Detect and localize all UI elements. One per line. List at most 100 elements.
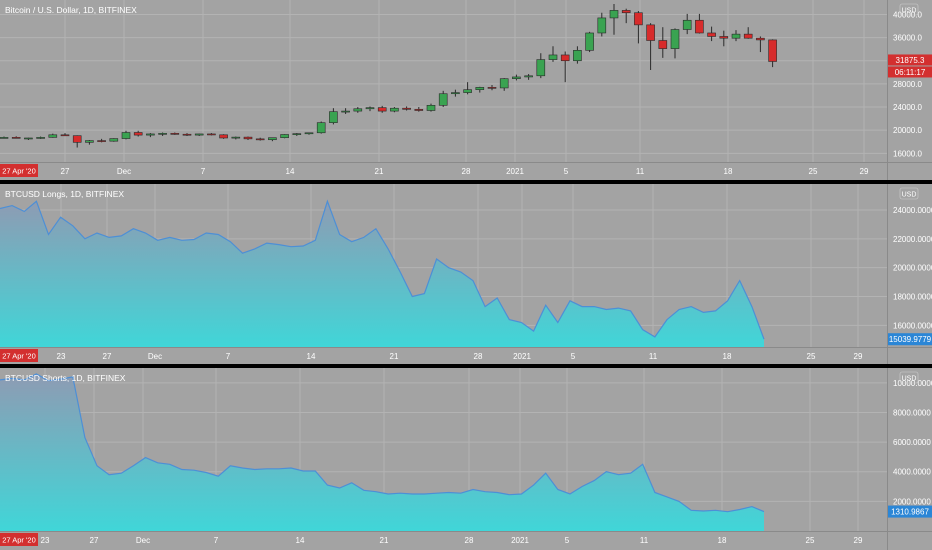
x-tick-label: Dec [117,167,131,176]
y-tick-label: 2000.0000 [893,497,931,506]
candle-up [231,136,241,139]
area-fill [0,201,764,347]
panel-title: Bitcoin / U.S. Dollar, 1D, BITFINEX [5,5,137,15]
candle-down [72,135,82,143]
currency-button-frame [899,371,919,384]
date-badge-label: 27 Apr '20 [2,352,36,361]
currency-button-frame [899,187,919,200]
date-badge-label: 27 Apr '20 [2,167,36,176]
candle-down [634,12,643,26]
x-tick-label: 5 [564,167,569,176]
candle-down [756,37,765,41]
panel-price: 16000.020000.024000.028000.032000.036000… [0,0,932,180]
candle-up [512,76,521,79]
candle-up [158,133,167,135]
x-tick-label: 27 [61,167,70,176]
candle-down [646,24,655,41]
candle-up [341,110,350,113]
y-tick-label: 16000.0 [893,149,922,158]
last-value-label: 1310.9867 [891,508,929,517]
candle-up [268,137,277,141]
panel-title: BTCUSD Shorts, 1D, BITFINEX [5,373,126,383]
x-tick-label: 18 [718,536,727,545]
x-tick-label: 7 [201,167,206,176]
x-tick-label: 29 [860,167,869,176]
candle-down [621,10,631,14]
candle-down [414,109,424,111]
candle-down [255,138,265,141]
last-value-badge [888,505,932,518]
series-line [0,199,765,340]
candle-up [280,134,289,138]
y-tick-label: 20000.0 [893,126,922,135]
x-tick-label: 5 [565,536,570,545]
currency-label: USD [902,192,917,199]
candle-down [219,134,228,139]
candle-up [524,75,533,78]
date-badge-label: 27 Apr '20 [2,536,36,545]
candle-up [194,133,204,136]
candle-down [60,134,70,137]
candle-up [731,33,741,39]
countdown-badge [888,66,932,78]
x-tick-label: 21 [390,352,399,361]
candle-up [146,133,155,136]
panel-longs: 16000.0000 18000.0000 20000.0000 22000.0000… [0,184,932,364]
candle-up [0,137,9,139]
x-tick-label: 18 [724,167,733,176]
x-tick-label: 2021 [511,536,529,545]
candle-up [536,59,546,77]
x-tick-label: 29 [854,536,863,545]
y-tick-label: 8000.0000 [893,408,931,417]
candle-down [133,132,143,136]
candle-up [463,89,472,93]
area-fill [0,373,764,531]
currency-button[interactable]: USD [899,3,919,16]
candle-up [548,54,558,60]
candle-up [353,108,363,112]
candle-up [365,107,375,110]
candle-up [121,132,131,139]
y-tick-label: 36000.0 [893,34,922,43]
candle-up [475,87,485,90]
y-tick-label: 24000.0000 [893,206,932,215]
y-tick-label: 10000.0000 [893,379,932,388]
candle-up [609,10,619,19]
currency-button[interactable]: USD [899,187,919,200]
y-tick-label: 24000.0 [893,103,922,112]
x-tick-label: 27 [90,536,99,545]
candle-up [48,134,58,138]
countdown-label: 06:11:17 [895,68,926,77]
candle-down [377,107,387,112]
x-tick-label: 14 [307,352,316,361]
last-value-label: 15039.9779 [889,335,932,344]
candle-up [438,93,448,106]
candle-up [682,19,692,30]
candle-down [658,40,668,49]
x-tick-label: 21 [380,536,389,545]
x-tick-label: 29 [854,352,863,361]
candle-up [109,138,119,142]
candle-down [719,36,729,39]
series-line [0,373,765,513]
candle-down [243,136,253,140]
candle-up [573,50,582,62]
x-tick-label: Dec [148,352,162,361]
candle-up [499,78,509,89]
y-tick-label: 16000.0000 [893,321,932,330]
x-tick-label: 18 [723,352,732,361]
x-tick-label: 28 [462,167,471,176]
x-tick-label: 2021 [506,167,524,176]
candle-down [707,32,716,37]
candle-up [670,29,680,49]
candle-up [390,107,399,112]
currency-button[interactable]: USD [899,371,919,384]
candle-up [36,137,45,139]
candle-up [329,111,338,123]
x-tick-label: 11 [640,536,649,545]
panel-title: BTCUSD Longs, 1D, BITFINEX [5,189,124,199]
y-tick-label: 4000.0000 [893,468,931,477]
x-tick-label: 2021 [513,352,531,361]
